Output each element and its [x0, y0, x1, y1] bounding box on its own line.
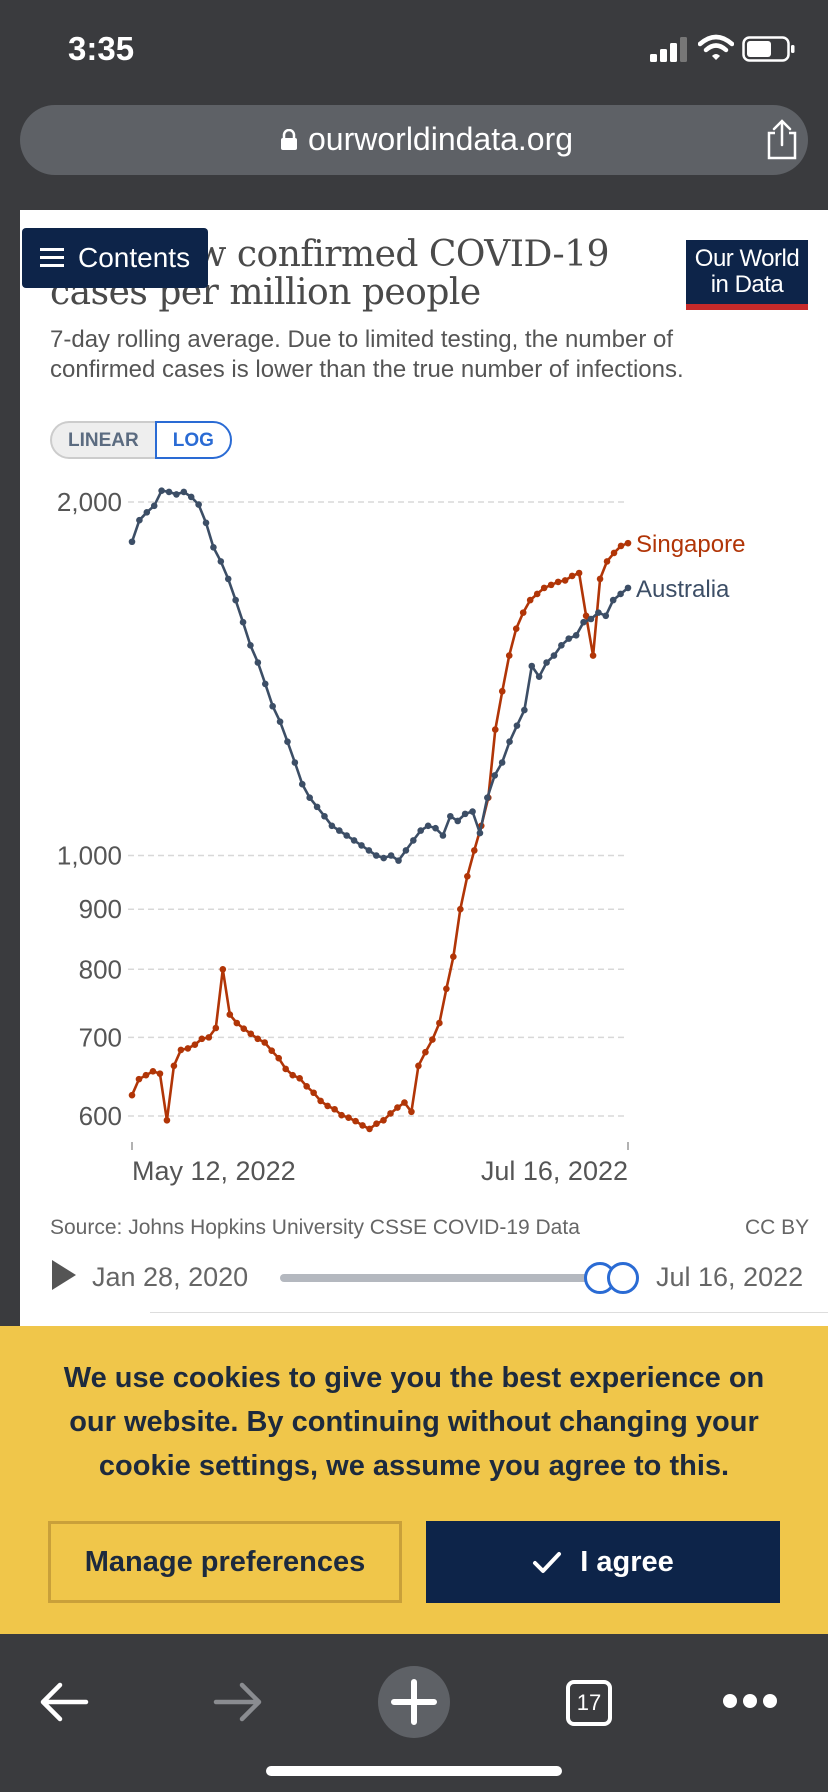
home-indicator — [266, 1766, 562, 1776]
owid-logo-line-2: in Data — [710, 271, 784, 298]
play-icon[interactable] — [52, 1260, 76, 1290]
back-arrow-icon[interactable] — [38, 1680, 90, 1724]
cookie-message: We use cookies to give you the best expe… — [63, 1362, 765, 1482]
i-agree-button[interactable]: I agree — [426, 1521, 780, 1603]
contents-label: Contents — [78, 242, 191, 273]
contents-button[interactable]: Contents — [22, 228, 208, 288]
tabs-button[interactable]: 17 — [566, 1680, 612, 1726]
tab-strip-divider — [150, 1312, 828, 1326]
timeline: Jan 28, 2020 Jul 16, 2022 — [0, 1252, 828, 1312]
owid-logo-line-1: Our World — [694, 245, 800, 272]
manage-preferences-button[interactable]: Manage preferences — [48, 1521, 402, 1603]
wifi-icon — [698, 34, 734, 60]
forward-arrow-icon[interactable] — [212, 1680, 264, 1724]
timeline-track[interactable] — [280, 1274, 602, 1282]
timeline-start-date: Jan 28, 2020 — [92, 1262, 249, 1292]
timeline-end-handle[interactable] — [607, 1262, 639, 1294]
clock: 3:35 — [68, 30, 135, 67]
timeline-end-date: Jul 16, 2022 — [656, 1262, 804, 1292]
share-icon[interactable] — [764, 119, 800, 161]
battery-icon — [742, 36, 795, 62]
browser-toolbar: 17 — [0, 1634, 828, 1792]
lock-icon — [281, 129, 297, 150]
i-agree-label: I agree — [580, 1546, 674, 1578]
cellular-signal-icon — [650, 37, 687, 62]
more-options-icon[interactable] — [722, 1692, 778, 1710]
plus-icon — [391, 1679, 437, 1725]
url-text: ourworldindata.org — [308, 121, 574, 157]
status-bar: 3:35 — [0, 0, 828, 98]
cookie-banner: We use cookies to give you the best expe… — [0, 1326, 828, 1634]
scale-toggle: LINEAR LOG — [50, 421, 232, 459]
owid-logo[interactable]: Our World in Data — [686, 240, 808, 310]
checkmark-icon — [533, 1552, 562, 1574]
new-tab-button[interactable] — [378, 1666, 450, 1738]
scale-log-button[interactable]: LOG — [154, 421, 232, 459]
chart-source[interactable]: Source: Johns Hopkins University CSSE CO… — [50, 1216, 580, 1239]
menu-icon — [40, 248, 64, 267]
chart-subtitle: 7-day rolling average. Due to limited te… — [50, 326, 684, 383]
scale-linear-button[interactable]: LINEAR — [50, 421, 155, 459]
address-bar[interactable]: ourworldindata.org — [20, 105, 808, 175]
chart-license[interactable]: CC BY — [745, 1216, 810, 1239]
